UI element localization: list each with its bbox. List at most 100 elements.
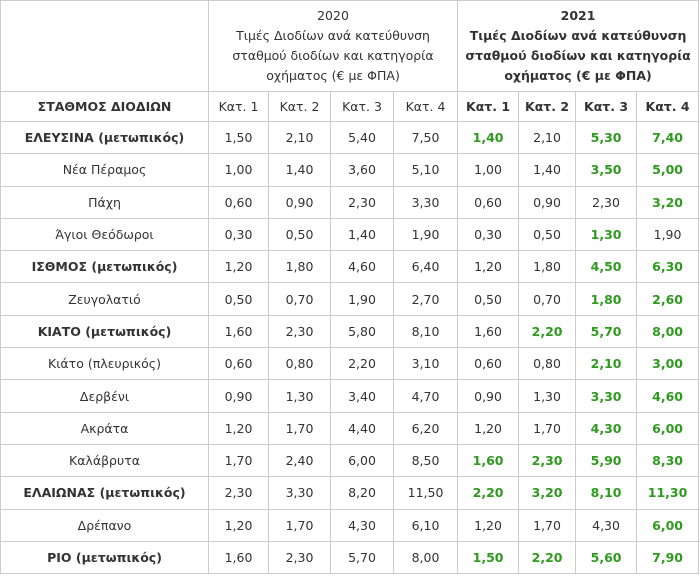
- price: 8,10: [392, 314, 459, 349]
- category-header: Κατ. 4: [636, 91, 700, 122]
- price: 7,90: [636, 540, 700, 575]
- station-row: Νέα Πέραμος 1,00 1,40 3,60 5,10 1,00 1,40 3,50 5…: [0, 153, 700, 187]
- category-header: Κατ. 4: [392, 91, 459, 122]
- price: 4,60: [636, 379, 700, 413]
- category-header: Κατ. 1: [208, 91, 269, 122]
- station-row: Κιάτο (πλευρικός) 0,60 0,80 2,20 3,10 0,60 0,8…: [0, 347, 700, 381]
- station-name: ΕΛΕΥΣΙΝΑ (μετωπικός): [0, 120, 209, 155]
- station-row: ΙΣΘΜΟΣ (μετωπικός) 1,20 1,80 4,60 6,40 1,20 1,…: [0, 250, 700, 284]
- price: 4,60: [330, 250, 394, 284]
- price: 1,60: [208, 540, 269, 575]
- price: 1,80: [518, 250, 577, 284]
- price: 5,70: [330, 540, 394, 575]
- price: 3,00: [636, 347, 700, 381]
- station-name: Καλάβρυτα: [0, 443, 209, 478]
- price: 1,40: [457, 120, 520, 155]
- category-header: Κατ. 2: [268, 91, 331, 122]
- price: 2,10: [268, 120, 331, 155]
- price: 0,60: [208, 185, 269, 219]
- price: 1,70: [268, 411, 331, 445]
- price: 1,80: [268, 250, 331, 284]
- price: 0,50: [457, 282, 520, 316]
- price: 11,30: [636, 476, 700, 510]
- price: 4,50: [575, 250, 638, 284]
- price: 1,30: [518, 379, 577, 413]
- price: 1,40: [330, 217, 394, 252]
- station-name: Δερβένι: [0, 379, 209, 413]
- price: 3,20: [636, 185, 700, 219]
- price: 1,60: [208, 314, 269, 349]
- price: 5,40: [330, 120, 394, 155]
- price: 1,90: [330, 282, 394, 316]
- category-header: Κατ. 2: [518, 91, 577, 122]
- price: 1,30: [268, 379, 331, 413]
- price: 3,30: [392, 185, 459, 219]
- price: 1,90: [636, 217, 700, 252]
- price: 2,40: [268, 443, 331, 478]
- year: 2020: [317, 8, 349, 23]
- station-name: Δρέπανο: [0, 508, 209, 542]
- price: 1,50: [208, 120, 269, 155]
- price: 4,30: [575, 508, 638, 542]
- price: 8,00: [636, 314, 700, 349]
- price: 8,20: [330, 476, 394, 510]
- price: 3,30: [268, 476, 331, 510]
- price: 5,00: [636, 153, 700, 187]
- price: 2,70: [392, 282, 459, 316]
- price: 1,20: [208, 411, 269, 445]
- station-row: ΚΙΑΤΟ (μετωπικός) 1,60 2,30 5,80 8,10 1,60 2,2…: [0, 314, 700, 349]
- station-row: ΕΛΕΥΣΙΝΑ (μετωπικός) 1,50 2,10 5,40 7,50 1,40…: [0, 120, 700, 155]
- price: 0,50: [268, 217, 331, 252]
- station-header: ΣΤΑΘΜΟΣ ΔΙΟΔΙΩΝ: [0, 91, 209, 122]
- price: 3,60: [330, 153, 394, 187]
- station-row: Δερβένι 0,90 1,30 3,40 4,70 0,90 1,30 3,30 4,60: [0, 379, 700, 413]
- price: 2,30: [208, 476, 269, 510]
- station-name: ΚΙΑΤΟ (μετωπικός): [0, 314, 209, 349]
- price: 3,40: [330, 379, 394, 413]
- price: 0,70: [518, 282, 577, 316]
- station-row: Άγιοι Θεόδωροι 0,30 0,50 1,40 1,90 0,30 0,50 1,…: [0, 217, 700, 252]
- price: 5,10: [392, 153, 459, 187]
- price: 5,60: [575, 540, 638, 575]
- station-name: Ζευγολατιό: [0, 282, 209, 316]
- price: 8,30: [636, 443, 700, 478]
- station-name: Πάχη: [0, 185, 209, 219]
- price: 6,20: [392, 411, 459, 445]
- station-name: Νέα Πέραμος: [0, 153, 209, 187]
- year-header: 2020 Τιμές Διοδίων ανά κατεύθυνση σταθμού…: [207, 0, 459, 92]
- station-name: Ακράτα: [0, 411, 209, 445]
- price: 2,10: [575, 347, 638, 381]
- price: 6,30: [636, 250, 700, 284]
- price: 8,00: [392, 540, 459, 575]
- price: 2,30: [268, 314, 331, 349]
- price: 1,70: [518, 411, 577, 445]
- header-row: 2020 Τιμές Διοδίων ανά κατεύθυνση σταθμού…: [0, 0, 700, 92]
- price: 6,00: [636, 508, 700, 542]
- price: 7,40: [636, 120, 700, 155]
- station-name: ΡΙΟ (μετωπικός): [0, 540, 209, 575]
- price: 1,40: [268, 153, 331, 187]
- price: 1,20: [208, 250, 269, 284]
- price: 1,70: [208, 443, 269, 478]
- station-row: Ακράτα 1,20 1,70 4,40 6,20 1,20 1,70 4,30 6,00: [0, 411, 700, 445]
- price: 7,50: [392, 120, 459, 155]
- station-row: ΕΛΑΙΩΝΑΣ (μετωπικός) 2,30 3,30 8,20 11,50 2,2…: [0, 476, 700, 510]
- price: 1,80: [575, 282, 638, 316]
- station-row: Ζευγολατιό 0,50 0,70 1,90 2,70 0,50 0,70 1,80 2,…: [0, 282, 700, 316]
- price: 0,80: [518, 347, 577, 381]
- price: 8,50: [392, 443, 459, 478]
- station-row: Πάχη 0,60 0,90 2,30 3,30 0,60 0,90 2,30 3,20: [0, 185, 700, 219]
- price: 2,30: [518, 443, 577, 478]
- category-header: Κατ. 3: [330, 91, 394, 122]
- price: 1,70: [268, 508, 331, 542]
- price: 1,00: [208, 153, 269, 187]
- price: 0,80: [268, 347, 331, 381]
- station-row: Καλάβρυτα 1,70 2,40 6,00 8,50 1,60 2,30 5,90 8,3…: [0, 443, 700, 478]
- price: 2,30: [330, 185, 394, 219]
- station-row: ΡΙΟ (μετωπικός) 1,60 2,30 5,70 8,00 1,50 2,20 5…: [0, 540, 700, 575]
- price: 4,70: [392, 379, 459, 413]
- price: 2,60: [636, 282, 700, 316]
- price: 0,60: [457, 347, 520, 381]
- price: 1,70: [518, 508, 577, 542]
